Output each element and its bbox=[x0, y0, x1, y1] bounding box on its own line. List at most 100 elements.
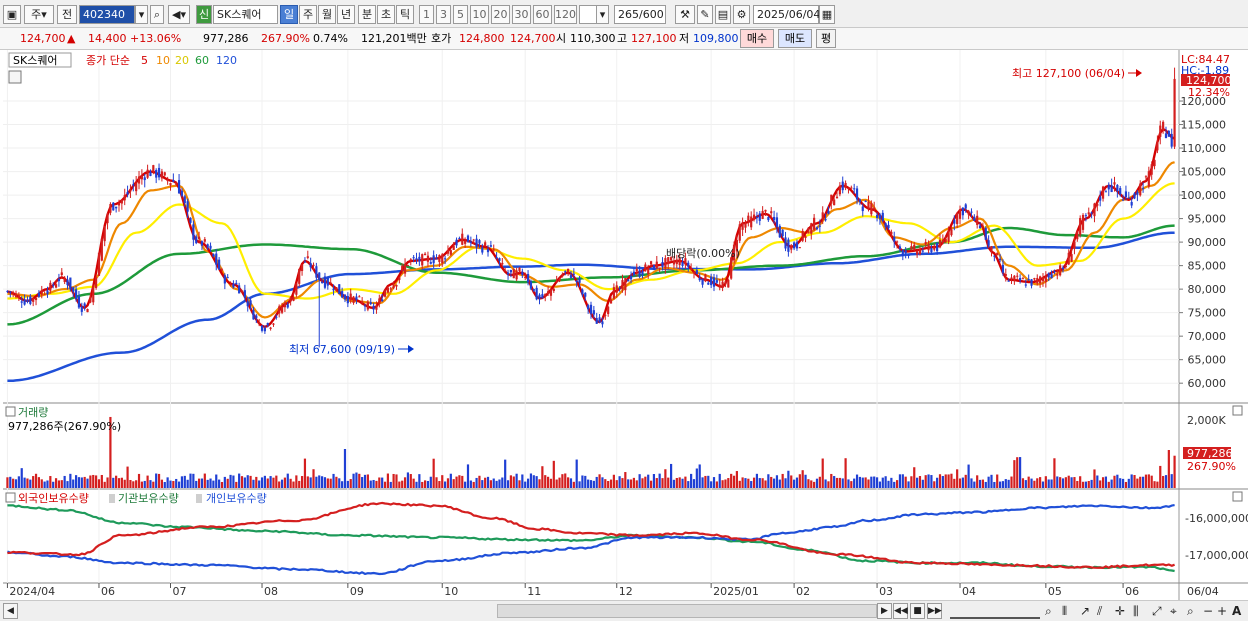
sound-icon[interactable]: ◀▾ bbox=[168, 5, 190, 24]
interval-5[interactable]: 5 bbox=[453, 5, 468, 24]
interval-120[interactable]: 120 bbox=[554, 5, 577, 24]
candle-body bbox=[272, 323, 275, 325]
font-size-icon[interactable]: A bbox=[1232, 604, 1242, 618]
tab-second[interactable]: 초 bbox=[377, 5, 395, 24]
candle-body bbox=[732, 244, 736, 261]
draw-icon[interactable]: ✎ bbox=[697, 5, 713, 24]
interval-10[interactable]: 10 bbox=[470, 5, 489, 24]
candle-body bbox=[589, 304, 593, 314]
candle-body bbox=[1170, 133, 1173, 147]
zoom-fit-icon[interactable]: ⌕ bbox=[1187, 604, 1194, 618]
sell-button[interactable]: 매도 bbox=[778, 29, 812, 48]
code-input[interactable]: 402340 bbox=[79, 5, 135, 24]
bar-tool-icon[interactable]: ⫼ bbox=[1133, 604, 1139, 618]
candle-body bbox=[1027, 278, 1030, 281]
volume-bar bbox=[235, 481, 238, 488]
gear-icon[interactable]: ⚙ bbox=[733, 5, 750, 24]
scroll-thumb[interactable] bbox=[497, 604, 877, 618]
candle-body bbox=[312, 264, 315, 266]
volume-panel-toggle-icon[interactable] bbox=[5, 406, 16, 417]
stock-name-field[interactable]: SK스퀘어 bbox=[213, 5, 278, 24]
calendar-icon[interactable]: ▦ bbox=[819, 5, 835, 24]
volume-bar bbox=[784, 478, 787, 488]
interval-3[interactable]: 3 bbox=[436, 5, 451, 24]
turnover-rate: 0.74% bbox=[313, 32, 348, 45]
volume-bar bbox=[838, 477, 841, 488]
tab-year[interactable]: 년 bbox=[337, 5, 355, 24]
interval-1[interactable]: 1 bbox=[419, 5, 434, 24]
volume-bar bbox=[215, 474, 218, 488]
x-tick-label: 05 bbox=[1048, 585, 1062, 598]
code-dropdown-icon[interactable]: ▾ bbox=[135, 5, 148, 24]
volume-bar bbox=[449, 473, 452, 488]
save-icon[interactable]: ▤ bbox=[715, 5, 731, 24]
tab-day[interactable]: 일 bbox=[280, 5, 298, 24]
volume-tag: 977,286 bbox=[1187, 447, 1233, 460]
candle-body bbox=[916, 251, 919, 255]
chart-area[interactable]: 60,000 65,000 70,000 75,000 80,000 85,000 90,0… bbox=[0, 50, 1248, 600]
search-icon[interactable]: ⌕ bbox=[150, 5, 164, 24]
interval-60[interactable]: 60 bbox=[533, 5, 552, 24]
interval-20[interactable]: 20 bbox=[491, 5, 510, 24]
candle-body bbox=[787, 239, 790, 252]
period-select[interactable]: 주▾ bbox=[24, 5, 54, 24]
candle-body bbox=[981, 225, 985, 227]
crosshair-icon[interactable]: ✛ bbox=[1115, 604, 1126, 618]
candle-body bbox=[37, 292, 40, 297]
count-field[interactable]: 265/600 bbox=[614, 5, 666, 24]
volume-bar bbox=[461, 475, 464, 488]
volume-bar bbox=[1010, 476, 1013, 488]
average-button[interactable]: 평 bbox=[816, 29, 836, 48]
table-toggle-icon[interactable] bbox=[8, 70, 22, 84]
period-tool-icon[interactable]: ⫽ bbox=[1097, 604, 1103, 618]
tab-month[interactable]: 월 bbox=[318, 5, 336, 24]
tab-minute[interactable]: 분 bbox=[358, 5, 376, 24]
candle-body bbox=[486, 248, 490, 253]
volume-bar-layer bbox=[6, 416, 1176, 488]
zoom-out-icon[interactable]: − bbox=[1203, 604, 1214, 618]
volume-panel-close-icon[interactable] bbox=[1232, 405, 1243, 416]
candle-body bbox=[549, 289, 553, 296]
low-price: 109,800 bbox=[693, 32, 739, 45]
stop-icon[interactable]: ■ bbox=[910, 603, 925, 619]
candle-body bbox=[555, 281, 558, 283]
candle-body bbox=[481, 247, 484, 253]
tab-tick[interactable]: 틱 bbox=[396, 5, 414, 24]
magnifier-icon[interactable]: ⌕ bbox=[1045, 604, 1052, 618]
chart-type-icon[interactable]: ⫴ bbox=[1062, 604, 1068, 618]
holdings-panel-toggle-icon[interactable] bbox=[5, 492, 16, 503]
scroll-left-icon[interactable]: ◀ bbox=[3, 603, 18, 619]
candle-body bbox=[632, 271, 636, 276]
fast-forward-icon[interactable]: ▶▶ bbox=[927, 603, 942, 619]
volume-bar bbox=[624, 472, 627, 488]
volume-bar bbox=[406, 472, 410, 488]
buy-button[interactable]: 매수 bbox=[740, 29, 774, 48]
prev-button[interactable]: 전 bbox=[57, 5, 77, 24]
candle-body bbox=[280, 307, 284, 313]
volume-bar bbox=[687, 481, 690, 488]
zoom-in-icon[interactable]: + bbox=[1217, 604, 1228, 618]
holdings-panel-close-icon[interactable] bbox=[1232, 491, 1243, 502]
scroll-right-icon[interactable]: ▶ bbox=[877, 603, 892, 619]
interval-30[interactable]: 30 bbox=[512, 5, 531, 24]
candle-body bbox=[23, 299, 26, 305]
bottom-scrollbar[interactable]: ◀ ▶ ◀◀ ■ ▶▶ ⌕ ⫴ ↗ ⫽ ✛ ⫼ ⤢ ⌖ ⌕ − + A bbox=[0, 600, 1248, 621]
candle-body bbox=[741, 222, 744, 230]
volume-bar bbox=[607, 481, 610, 488]
candle-body bbox=[884, 223, 887, 228]
target-icon[interactable]: ⌖ bbox=[1170, 604, 1177, 618]
candle-body bbox=[218, 259, 221, 270]
line-tool-icon[interactable]: ↗ bbox=[1080, 604, 1091, 618]
indicator-icon[interactable]: ⚒ bbox=[675, 5, 695, 24]
zoom-slider[interactable] bbox=[950, 603, 1040, 619]
candle-body bbox=[177, 180, 181, 194]
candle-body bbox=[106, 215, 109, 224]
date-field[interactable]: 2025/06/04 bbox=[753, 5, 820, 24]
candle-body bbox=[1130, 201, 1133, 206]
custom-interval-dropdown-icon[interactable]: ▾ bbox=[596, 5, 609, 24]
chart-layout-icon[interactable]: ▣ bbox=[3, 5, 21, 24]
rewind-icon[interactable]: ◀◀ bbox=[893, 603, 908, 619]
tab-week[interactable]: 주 bbox=[299, 5, 317, 24]
candle-body bbox=[495, 257, 498, 259]
price-scale-icon[interactable]: ⤢ bbox=[1152, 604, 1162, 618]
